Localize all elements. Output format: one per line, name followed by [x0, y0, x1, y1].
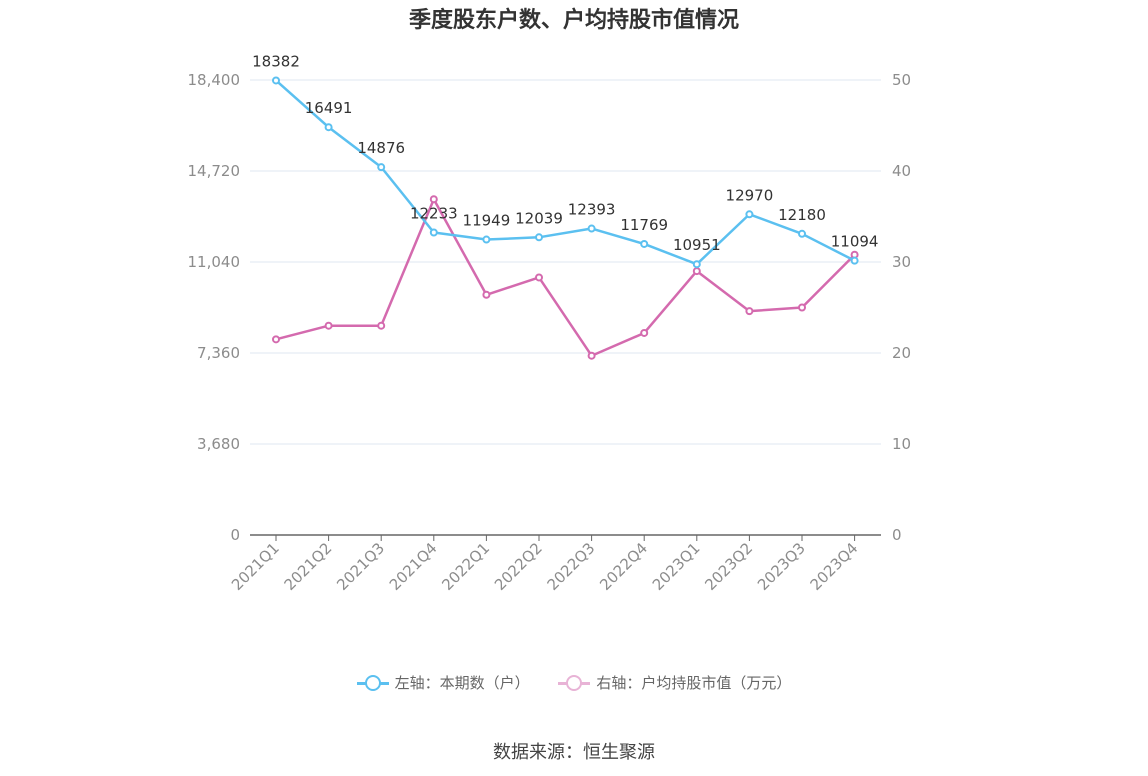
right-series-point	[482, 290, 491, 299]
data-labels: 18382 16491 14876 12233 11949 12039 1239311769…	[252, 52, 878, 254]
x-tick-label: 2021Q2	[281, 539, 336, 594]
x-tick-label: 2021Q3	[333, 539, 388, 594]
right-tick-label: 0	[892, 526, 902, 544]
x-tick-label: 2022Q3	[544, 539, 599, 594]
right-tick-label: 50	[892, 71, 911, 89]
left-series-point	[850, 256, 859, 265]
data-source: 数据来源：恒生聚源	[493, 742, 655, 763]
x-tick-label: 2023Q2	[701, 539, 756, 594]
data-label: 11094	[831, 233, 879, 251]
right-tick-label: 10	[892, 435, 911, 453]
left-tick-label: 7,360	[197, 344, 240, 362]
right-series-point	[377, 321, 386, 330]
left-tick-label: 0	[230, 526, 240, 544]
left-series-point	[798, 229, 806, 238]
right-series-point	[272, 335, 280, 344]
grid-lines	[250, 79, 881, 445]
legend-marker-right-icon	[558, 674, 591, 691]
x-tick-label: 2021Q1	[228, 539, 283, 594]
right-series-point	[640, 328, 649, 337]
left-series-point	[272, 76, 280, 85]
data-label: 12970	[726, 186, 774, 204]
right-tick-label: 30	[892, 253, 911, 271]
right-tick-label: 20	[892, 344, 911, 362]
x-tick-label: 2023Q1	[649, 539, 704, 594]
x-tick-label: 2021Q4	[386, 539, 441, 594]
data-label: 18382	[252, 52, 300, 70]
x-tick-label: 2023Q4	[807, 539, 862, 594]
legend-item-right[interactable]: 右轴：户均持股市值（万元）	[558, 672, 791, 693]
left-series-point	[377, 163, 386, 172]
data-label: 10951	[673, 236, 721, 254]
right-series-point	[535, 273, 543, 282]
left-series-point	[482, 235, 491, 244]
legend-label-left: 左轴：本期数（户）	[394, 674, 530, 692]
x-tick-label: 2022Q4	[596, 539, 651, 594]
right-series-point	[324, 321, 333, 330]
data-label: 12233	[410, 204, 458, 222]
left-series-point	[587, 224, 596, 233]
data-label: 11949	[463, 212, 511, 230]
right-tick-label: 40	[892, 162, 911, 180]
legend-item-left[interactable]: 左轴：本期数（户）	[356, 672, 530, 693]
data-label: 12393	[568, 201, 616, 219]
left-tick-label: 18,400	[188, 71, 241, 89]
series-left	[272, 76, 859, 269]
x-tick-label: 2023Q3	[754, 539, 809, 594]
left-series-point	[745, 210, 754, 219]
left-tick-label: 14,720	[188, 162, 241, 180]
right-series-point	[745, 307, 754, 316]
data-label: 16491	[305, 99, 353, 117]
left-series-point	[640, 239, 649, 248]
data-label: 11769	[620, 216, 668, 234]
left-series-line	[275, 79, 856, 266]
chart-title: 季度股东户数、户均持股市值情况	[408, 8, 739, 33]
left-series-point	[535, 233, 543, 242]
series-right	[272, 195, 859, 360]
left-series-point	[324, 123, 333, 132]
data-label: 12180	[778, 206, 826, 224]
right-series-line	[275, 197, 856, 357]
x-axis: 2021Q12021Q22021Q32021Q42022Q12022Q22022…	[228, 534, 881, 594]
left-series-point	[692, 260, 701, 269]
right-series-point	[429, 195, 438, 204]
right-series-point	[587, 351, 596, 360]
x-tick-label: 2022Q1	[438, 539, 493, 594]
x-tick-label: 2022Q2	[491, 539, 546, 594]
left-tick-label: 11,040	[188, 253, 241, 271]
right-axis-ticks: 0 10 20 30 40 50	[892, 71, 911, 544]
data-label: 14876	[357, 139, 405, 157]
left-axis-ticks: 0 3,680 7,360 11,040 14,720 18,400	[188, 71, 241, 544]
left-tick-label: 3,680	[197, 435, 240, 453]
left-series-point	[429, 228, 438, 237]
right-series-point	[692, 267, 701, 276]
legend: 左轴：本期数（户） 右轴：户均持股市值（万元）	[0, 672, 1148, 695]
legend-label-right: 右轴：户均持股市值（万元）	[596, 674, 792, 692]
legend-marker-left-icon	[356, 674, 389, 691]
data-label: 12039	[515, 209, 563, 227]
right-series-point	[798, 303, 806, 312]
